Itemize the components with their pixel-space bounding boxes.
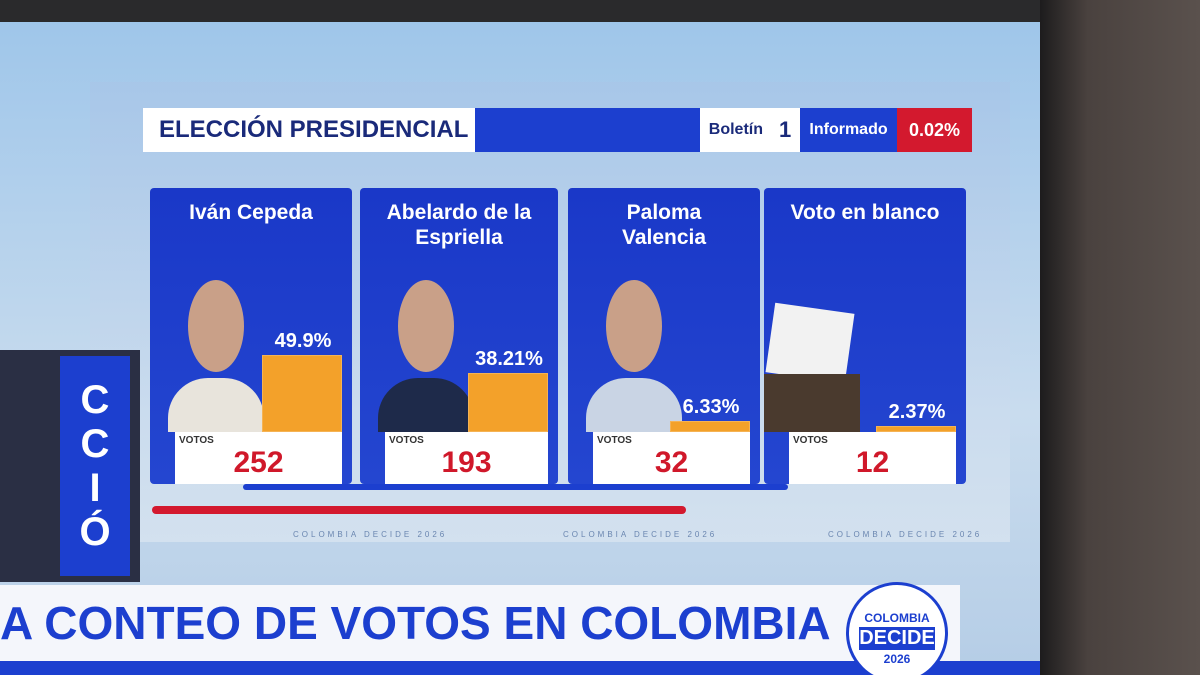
bar	[670, 420, 750, 432]
photo-body	[378, 378, 474, 432]
reported: 0.02%	[897, 108, 972, 152]
bulletin-number: 1	[778, 117, 792, 142]
votes-label: VOTOS	[389, 435, 424, 446]
title: ELECCIÓN PRESIDENCIAL	[143, 108, 475, 152]
header-fill	[475, 108, 700, 152]
votes-box: VOTOS 193	[385, 432, 548, 484]
watermark: COLOMBIA DECIDE 2026	[293, 530, 448, 539]
photo-body	[586, 378, 682, 432]
votes-label: VOTOS	[793, 435, 828, 446]
candidate-name: Iván Cepeda	[189, 201, 313, 224]
votes: 252	[233, 446, 284, 479]
ballot-box	[764, 374, 860, 432]
votes-box: VOTOS 12	[789, 432, 956, 484]
ballot	[765, 302, 855, 384]
logo-line2: DECIDE	[859, 627, 935, 650]
bar	[468, 372, 548, 432]
votes: 193	[441, 446, 492, 479]
tv-screen: ELECCIÓN PRESIDENCIAL Boletín 1 Informad…	[0, 22, 1040, 675]
candidate-card: Voto en blanco 2.37% VOTOS 12	[764, 188, 966, 484]
ticker-bottom	[0, 661, 1040, 675]
bulletin: Boletín 1	[700, 108, 800, 152]
inset-video: CCIÓ	[0, 350, 140, 582]
votes: 32	[654, 446, 689, 479]
votes-label: VOTOS	[179, 435, 214, 446]
wall	[1040, 0, 1200, 675]
candidate-name: Paloma Valencia	[621, 201, 707, 249]
photo-body	[168, 378, 264, 432]
divider-red	[152, 506, 686, 514]
votes-box: VOTOS 32	[593, 432, 750, 484]
watermark: COLOMBIA DECIDE 2026	[563, 530, 718, 539]
photo-head	[606, 280, 662, 372]
tv-bezel	[0, 0, 1050, 24]
photo-head	[398, 280, 454, 372]
side-text: CCIÓ	[60, 356, 130, 576]
bar	[876, 426, 956, 432]
candidate-card: Paloma Valencia 6.33% VOTOS 32	[568, 188, 760, 484]
watermark: COLOMBIA DECIDE 2026	[828, 530, 983, 539]
percent-label: 49.9%	[274, 330, 332, 353]
divider-blue	[243, 484, 788, 490]
percent-label: 6.33%	[682, 395, 740, 418]
logo-line1: COLOMBIA	[864, 611, 930, 625]
ticker: A CONTEO DE VOTOS EN COLOMBIA	[0, 585, 960, 661]
candidate-card: Abelardo de la Espriella 38.21% VOTOS 193	[360, 188, 558, 484]
photo-head	[188, 280, 244, 372]
candidate-name: Abelardo de la Espriella	[386, 201, 532, 249]
reported-label: Informado	[800, 108, 897, 152]
votes-label: VOTOS	[597, 435, 632, 446]
votes-box: VOTOS 252	[175, 432, 342, 484]
votes: 12	[855, 446, 890, 479]
percent-label: 2.37%	[888, 401, 946, 424]
bulletin-label: Boletín	[708, 121, 763, 138]
logo: COLOMBIA DECIDE 2026	[846, 582, 948, 675]
percent-label: 38.21%	[475, 347, 543, 370]
candidate-name: Voto en blanco	[790, 201, 940, 224]
candidate-card: Iván Cepeda 49.9% VOTOS 252	[150, 188, 352, 484]
logo-year: 2026	[883, 652, 911, 666]
bar	[262, 355, 342, 432]
